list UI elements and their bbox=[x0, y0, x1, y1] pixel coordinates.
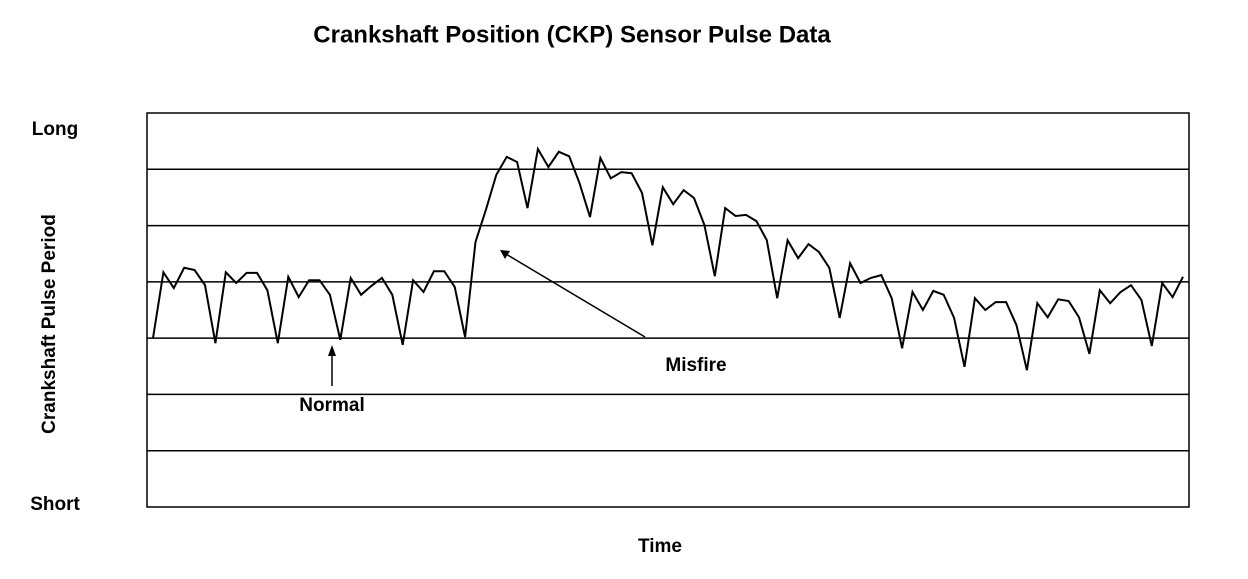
annotation: Misfire bbox=[665, 355, 726, 376]
annotation: Normal bbox=[299, 395, 364, 416]
chart-title: Crankshaft Position (CKP) Sensor Pulse D… bbox=[313, 21, 831, 48]
plot-frame bbox=[146, 112, 1190, 508]
x-axis-label: Time bbox=[638, 536, 682, 557]
arrow-head bbox=[328, 345, 336, 356]
y-tick-label: Long bbox=[32, 119, 78, 140]
y-tick-label: Short bbox=[30, 494, 80, 515]
y-axis-label: Crankshaft Pulse Period bbox=[39, 214, 60, 434]
arrow-head bbox=[500, 250, 510, 259]
data-line bbox=[152, 146, 1184, 371]
annotation-arrow bbox=[505, 253, 646, 338]
